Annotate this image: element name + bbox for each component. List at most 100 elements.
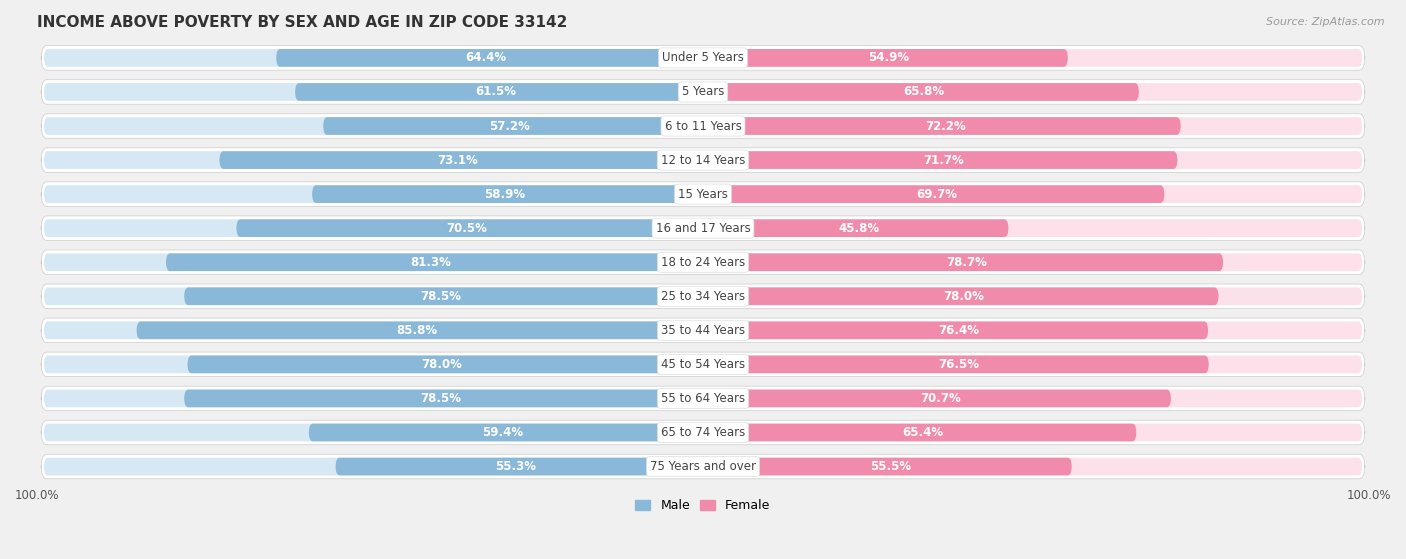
FancyBboxPatch shape [44,390,696,408]
FancyBboxPatch shape [41,80,1365,104]
Text: 73.1%: 73.1% [437,154,478,167]
FancyBboxPatch shape [710,390,1171,408]
FancyBboxPatch shape [44,321,696,339]
FancyBboxPatch shape [44,424,696,442]
FancyBboxPatch shape [710,49,1067,67]
FancyBboxPatch shape [41,318,1365,343]
FancyBboxPatch shape [44,253,696,271]
Text: 5 Years: 5 Years [682,86,724,98]
Text: 16 and 17 Years: 16 and 17 Years [655,222,751,235]
Text: 58.9%: 58.9% [484,188,524,201]
FancyBboxPatch shape [44,83,696,101]
FancyBboxPatch shape [710,219,1008,237]
FancyBboxPatch shape [710,117,1362,135]
Text: 78.5%: 78.5% [420,290,461,303]
FancyBboxPatch shape [44,356,696,373]
Text: 69.7%: 69.7% [917,188,957,201]
Text: 76.5%: 76.5% [939,358,980,371]
FancyBboxPatch shape [710,287,1219,305]
FancyBboxPatch shape [710,253,1362,271]
FancyBboxPatch shape [309,424,696,442]
FancyBboxPatch shape [710,185,1164,203]
Text: 54.9%: 54.9% [868,51,910,64]
Text: 70.5%: 70.5% [446,222,486,235]
FancyBboxPatch shape [44,117,696,135]
Text: 78.0%: 78.0% [943,290,984,303]
FancyBboxPatch shape [710,321,1362,339]
FancyBboxPatch shape [710,253,1223,271]
FancyBboxPatch shape [710,49,1362,67]
Text: 64.4%: 64.4% [465,51,506,64]
FancyBboxPatch shape [710,151,1177,169]
FancyBboxPatch shape [710,458,1362,475]
Text: 55.5%: 55.5% [870,460,911,473]
FancyBboxPatch shape [41,216,1365,240]
FancyBboxPatch shape [136,321,696,339]
FancyBboxPatch shape [41,284,1365,309]
Text: Source: ZipAtlas.com: Source: ZipAtlas.com [1267,17,1385,27]
FancyBboxPatch shape [44,185,696,203]
Legend: Male, Female: Male, Female [630,494,776,517]
FancyBboxPatch shape [44,458,696,475]
Text: 76.4%: 76.4% [938,324,980,337]
FancyBboxPatch shape [187,356,696,373]
Text: 70.7%: 70.7% [920,392,960,405]
FancyBboxPatch shape [710,424,1136,442]
Text: 25 to 34 Years: 25 to 34 Years [661,290,745,303]
FancyBboxPatch shape [166,253,696,271]
FancyBboxPatch shape [41,182,1365,206]
FancyBboxPatch shape [41,46,1365,70]
FancyBboxPatch shape [41,250,1365,274]
FancyBboxPatch shape [295,83,696,101]
FancyBboxPatch shape [219,151,696,169]
FancyBboxPatch shape [41,148,1365,172]
Text: 78.0%: 78.0% [422,358,463,371]
FancyBboxPatch shape [710,287,1362,305]
Text: 61.5%: 61.5% [475,86,516,98]
Text: 55.3%: 55.3% [495,460,537,473]
FancyBboxPatch shape [710,151,1362,169]
Text: 55 to 64 Years: 55 to 64 Years [661,392,745,405]
Text: 65.8%: 65.8% [904,86,945,98]
FancyBboxPatch shape [184,390,696,408]
Text: 85.8%: 85.8% [396,324,437,337]
FancyBboxPatch shape [41,386,1365,411]
FancyBboxPatch shape [336,458,696,475]
FancyBboxPatch shape [710,219,1362,237]
Text: 78.5%: 78.5% [420,392,461,405]
FancyBboxPatch shape [276,49,696,67]
Text: 75 Years and over: 75 Years and over [650,460,756,473]
FancyBboxPatch shape [312,185,696,203]
FancyBboxPatch shape [710,83,1362,101]
Text: 45 to 54 Years: 45 to 54 Years [661,358,745,371]
FancyBboxPatch shape [710,356,1209,373]
FancyBboxPatch shape [710,424,1362,442]
FancyBboxPatch shape [44,151,696,169]
FancyBboxPatch shape [44,219,696,237]
Text: 57.2%: 57.2% [489,120,530,132]
Text: 72.2%: 72.2% [925,120,966,132]
Text: Under 5 Years: Under 5 Years [662,51,744,64]
FancyBboxPatch shape [323,117,696,135]
FancyBboxPatch shape [41,454,1365,479]
FancyBboxPatch shape [710,83,1139,101]
FancyBboxPatch shape [41,114,1365,138]
FancyBboxPatch shape [710,117,1181,135]
Text: 65.4%: 65.4% [903,426,943,439]
FancyBboxPatch shape [41,352,1365,377]
Text: 15 Years: 15 Years [678,188,728,201]
FancyBboxPatch shape [41,420,1365,445]
FancyBboxPatch shape [184,287,696,305]
Text: 65 to 74 Years: 65 to 74 Years [661,426,745,439]
FancyBboxPatch shape [710,390,1362,408]
Text: 78.7%: 78.7% [946,255,987,269]
Text: INCOME ABOVE POVERTY BY SEX AND AGE IN ZIP CODE 33142: INCOME ABOVE POVERTY BY SEX AND AGE IN Z… [37,15,568,30]
Text: 12 to 14 Years: 12 to 14 Years [661,154,745,167]
FancyBboxPatch shape [710,185,1362,203]
FancyBboxPatch shape [236,219,696,237]
Text: 45.8%: 45.8% [838,222,880,235]
Text: 18 to 24 Years: 18 to 24 Years [661,255,745,269]
Text: 6 to 11 Years: 6 to 11 Years [665,120,741,132]
FancyBboxPatch shape [710,356,1362,373]
Text: 35 to 44 Years: 35 to 44 Years [661,324,745,337]
